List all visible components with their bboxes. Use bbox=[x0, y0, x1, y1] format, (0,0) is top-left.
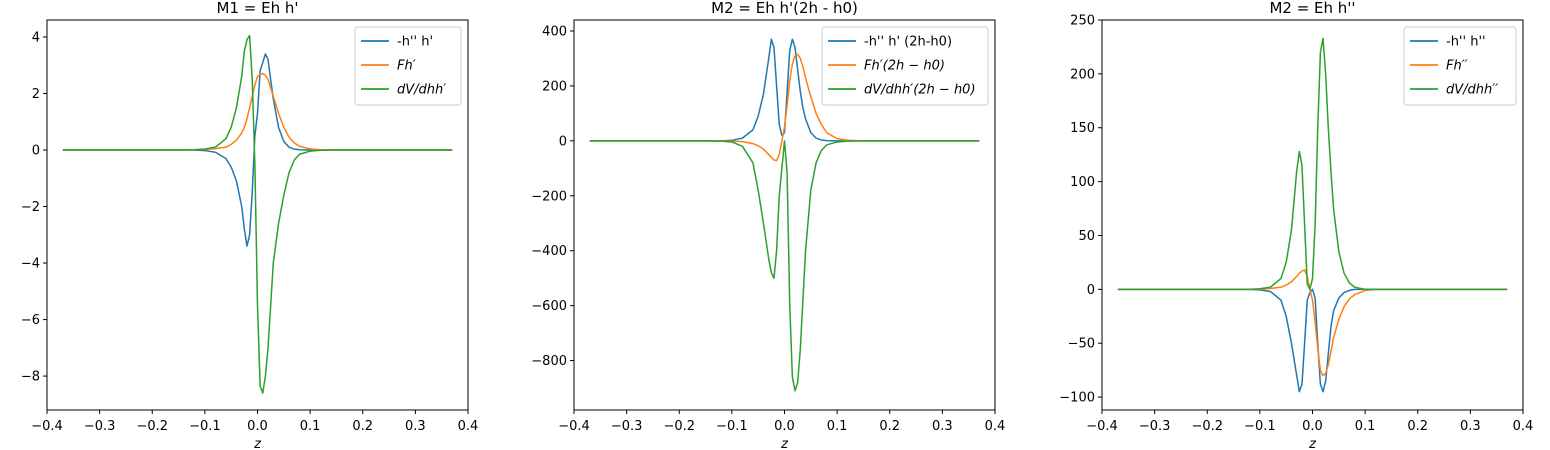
legend-label: Fh′′ bbox=[1446, 59, 1468, 74]
y-tick-label: 0 bbox=[32, 144, 40, 159]
legend-label: Fh′ bbox=[397, 59, 416, 74]
chart-panel-2: M2 = Eh h'(2h - h0) −0.4 −0.3 −0.2 −0.1 0.0 0.… bbox=[531, 0, 1005, 450]
x-tick-label: 0.4 bbox=[1513, 419, 1534, 434]
x-tick-label: 0.1 bbox=[300, 419, 321, 434]
legend-label: Fh′(2h − h0) bbox=[864, 59, 945, 74]
series-lines bbox=[589, 38, 980, 392]
legend: -h'' h' Fh′ dV/dhh′ bbox=[354, 26, 462, 106]
series-line-1 bbox=[589, 38, 980, 142]
x-tick-label: 0.0 bbox=[1302, 419, 1323, 434]
legend-label: dV/dhh′ bbox=[397, 83, 446, 98]
y-tick-label: −100 bbox=[1059, 391, 1095, 406]
y-tick-label: 250 bbox=[1070, 14, 1095, 29]
x-tick-label: −0.4 bbox=[1086, 419, 1118, 434]
series-line-2 bbox=[1117, 269, 1508, 377]
chart-title: M2 = Eh h'(2h - h0) bbox=[711, 0, 858, 17]
y-tick-label: 200 bbox=[542, 79, 567, 94]
x-tick-label: −0.1 bbox=[189, 419, 221, 434]
y-tick-label: 200 bbox=[1070, 67, 1095, 82]
x-tick-label: 0.2 bbox=[1407, 419, 1428, 434]
series-line-2 bbox=[589, 53, 980, 162]
chart-title: M1 = Eh h' bbox=[217, 0, 299, 17]
legend: -h'' h'' Fh′′ dV/dhh′′ bbox=[1403, 26, 1517, 106]
y-tick-label: 100 bbox=[1070, 175, 1095, 190]
series-lines bbox=[62, 34, 453, 394]
x-axis-label: z bbox=[780, 437, 789, 450]
series-line-1 bbox=[62, 53, 453, 247]
x-tick-label: −0.2 bbox=[1191, 419, 1223, 434]
y-tick-label: −50 bbox=[1068, 337, 1095, 352]
x-tick-label: −0.3 bbox=[1139, 419, 1171, 434]
x-tick-label: 0.3 bbox=[405, 419, 426, 434]
x-axis-label: z bbox=[1308, 437, 1317, 450]
x-tick-label: 0.0 bbox=[774, 419, 795, 434]
y-tick-label: −600 bbox=[531, 299, 567, 314]
series-line-2 bbox=[62, 72, 453, 151]
x-tick-label: −0.3 bbox=[84, 419, 116, 434]
x-tick-label: −0.4 bbox=[558, 419, 590, 434]
legend: -h'' h' (2h-h0) Fh′(2h − h0) dV/dhh′(2h − … bbox=[821, 26, 989, 106]
x-axis-label: z bbox=[253, 437, 262, 450]
legend-box bbox=[354, 26, 462, 106]
x-tick-label: 0.4 bbox=[458, 419, 479, 434]
y-tick-label: −400 bbox=[531, 244, 567, 259]
legend-label: dV/dhh′′ bbox=[1446, 83, 1498, 98]
x-tick-label: −0.2 bbox=[136, 419, 168, 434]
chart-panel-3: M2 = Eh h'' −0.4 −0.3 −0.2 −0.1 0.0 0.1 0.2 0.3 0… bbox=[1059, 0, 1533, 450]
y-tick-label: 150 bbox=[1070, 121, 1095, 136]
legend-label: -h'' h' bbox=[397, 35, 433, 50]
y-tick-label: 400 bbox=[542, 24, 567, 39]
x-tick-label: −0.3 bbox=[611, 419, 643, 434]
series-line-3 bbox=[589, 140, 980, 392]
x-tick-label: 0.1 bbox=[827, 419, 848, 434]
x-tick-label: −0.4 bbox=[31, 419, 63, 434]
x-tick-label: −0.1 bbox=[716, 419, 748, 434]
x-tick-label: −0.1 bbox=[1244, 419, 1276, 434]
chart-title: M2 = Eh h'' bbox=[1269, 0, 1355, 17]
y-tick-label: 2 bbox=[32, 87, 40, 102]
x-tick-label: 0.3 bbox=[932, 419, 953, 434]
series-lines bbox=[1117, 37, 1508, 393]
x-tick-label: 0.1 bbox=[1355, 419, 1376, 434]
x-tick-label: 0.2 bbox=[352, 419, 373, 434]
y-tick-label: −2 bbox=[21, 200, 40, 215]
y-tick-label: 4 bbox=[32, 30, 40, 45]
legend-label: -h'' h'' bbox=[1446, 35, 1486, 50]
chart-panel-1: M1 = Eh h' −0.4 −0.3 −0.2 −0.1 0.0 0.1 0.2 0.3 0.… bbox=[21, 0, 479, 450]
y-tick-label: −4 bbox=[21, 257, 40, 272]
legend-label: dV/dhh′(2h − h0) bbox=[864, 83, 976, 98]
legend-box bbox=[1403, 26, 1517, 106]
series-line-3 bbox=[62, 34, 453, 394]
y-tick-label: 0 bbox=[559, 134, 567, 149]
y-tick-label: −8 bbox=[21, 370, 40, 385]
y-tick-label: 50 bbox=[1078, 229, 1095, 244]
y-tick-label: 0 bbox=[1087, 283, 1095, 298]
y-tick-label: −800 bbox=[531, 354, 567, 369]
x-tick-label: 0.3 bbox=[1460, 419, 1481, 434]
x-tick-label: 0.2 bbox=[879, 419, 900, 434]
legend-box bbox=[821, 26, 989, 106]
y-tick-label: −200 bbox=[531, 189, 567, 204]
series-line-3 bbox=[1117, 37, 1508, 291]
x-tick-label: −0.2 bbox=[663, 419, 695, 434]
series-line-1 bbox=[1117, 288, 1508, 393]
legend-label: -h'' h' (2h-h0) bbox=[864, 35, 952, 50]
x-tick-label: 0.0 bbox=[247, 419, 268, 434]
x-tick-label: 0.4 bbox=[985, 419, 1006, 434]
y-tick-label: −6 bbox=[21, 313, 40, 328]
